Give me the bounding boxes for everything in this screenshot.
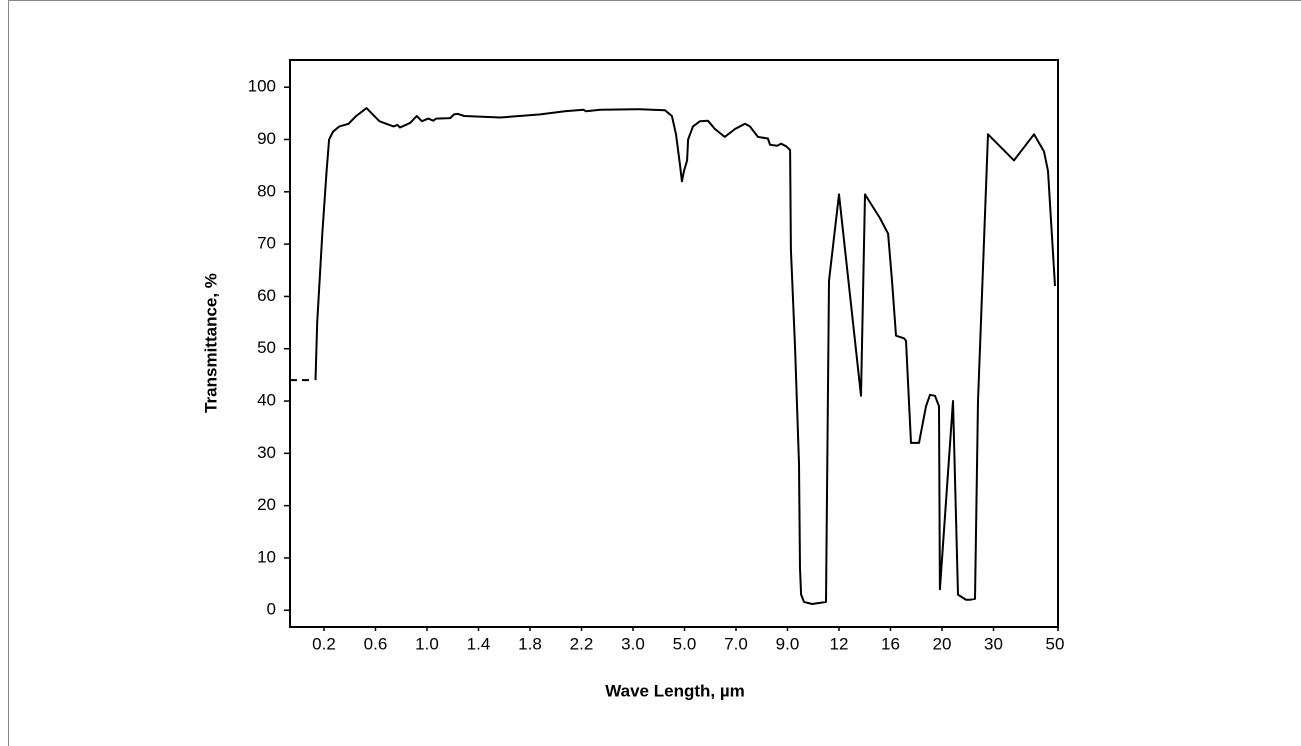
y-tick-label: 80	[257, 181, 276, 200]
y-tick-label: 90	[257, 129, 276, 148]
y-tick-label: 70	[257, 234, 276, 253]
x-tick-label: 16	[881, 634, 900, 653]
x-axis-label: Wave Length, µm	[605, 681, 745, 700]
x-tick-label: 0.2	[312, 634, 336, 653]
x-tick-label: 1.8	[518, 634, 542, 653]
x-tick-label: 9.0	[776, 634, 800, 653]
y-tick-label: 60	[257, 286, 276, 305]
y-axis-label: Transmittance, %	[201, 273, 220, 413]
x-tick-label: 2.2	[570, 634, 594, 653]
x-tick-label: 0.6	[364, 634, 388, 653]
y-tick-label: 100	[248, 77, 276, 96]
y-tick-label: 40	[257, 391, 276, 410]
page-frame	[8, 0, 1301, 746]
y-tick-label: 50	[257, 338, 276, 357]
x-tick-label: 12	[830, 634, 849, 653]
x-tick-label: 1.0	[415, 634, 439, 653]
y-tick-label: 20	[257, 495, 276, 514]
plot-frame	[289, 59, 1059, 628]
x-tick-label: 1.4	[467, 634, 491, 653]
spectrum-line	[314, 107, 1056, 605]
x-tick-label: 7.0	[724, 634, 748, 653]
x-tick-label: 30	[984, 634, 1003, 653]
x-tick-label: 50	[1046, 634, 1065, 653]
x-tick-label: 20	[933, 634, 952, 653]
y-tick-label: 0	[267, 600, 276, 619]
x-tick-label: 5.0	[673, 634, 697, 653]
y-tick-label: 10	[257, 547, 276, 566]
y-tick-label: 30	[257, 443, 276, 462]
x-tick-label: 3.0	[621, 634, 645, 653]
